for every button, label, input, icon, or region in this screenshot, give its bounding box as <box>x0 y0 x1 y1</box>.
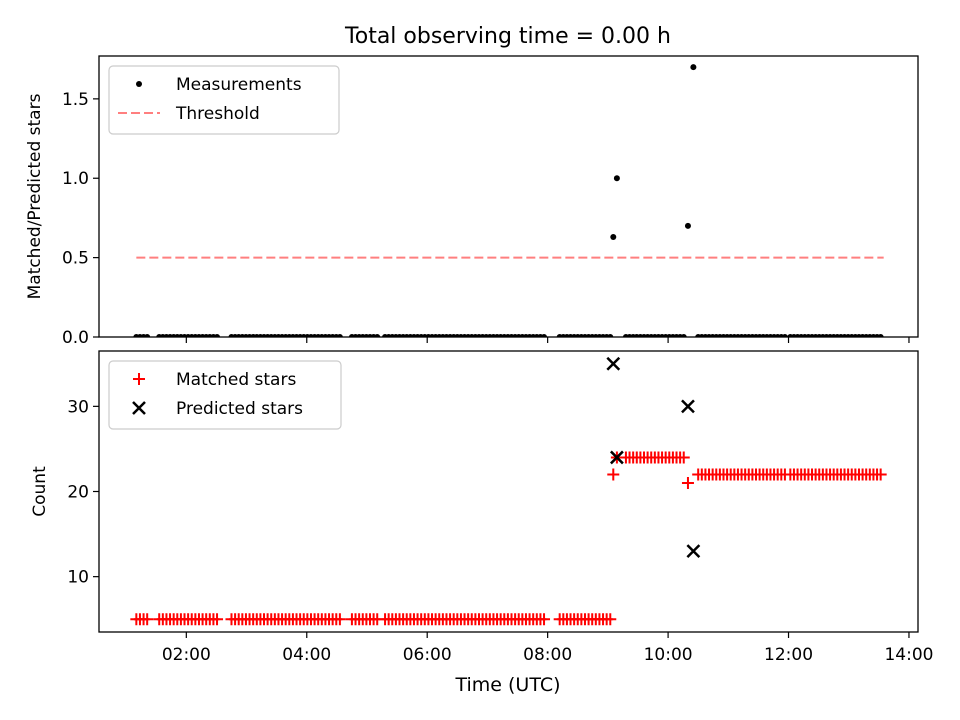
matched-star-point <box>211 613 224 626</box>
axes-frame <box>98 350 919 633</box>
plot-area <box>130 356 887 626</box>
x-tick-label: 12:00 <box>764 645 813 665</box>
legend-box <box>108 65 340 135</box>
legend-label: Matched stars <box>176 370 296 390</box>
x-tick-label: 10:00 <box>644 645 693 665</box>
x-axis-label: Time (UTC) <box>454 674 560 696</box>
y-tick-label: 20 <box>67 483 89 503</box>
matched-star-point <box>538 613 551 626</box>
x-tick-label: 06:00 <box>403 645 452 665</box>
matched-star-point <box>681 476 694 489</box>
measurement-point <box>680 334 687 337</box>
y-tick-label: 1.5 <box>62 90 89 110</box>
measurement-point <box>613 175 620 182</box>
y-tick-label: 30 <box>67 397 89 417</box>
y-tick-label: 10 <box>67 568 89 588</box>
predicted-star-point <box>681 399 695 414</box>
legend-label: Measurements <box>176 75 302 95</box>
x-tick-label: 14:00 <box>884 645 933 665</box>
predicted-star-point <box>606 356 621 371</box>
ratio-panel: 0.0 0.5 1.0 1.5 Matched/Predicted stars Measu… <box>25 55 919 348</box>
predicted-star-point <box>610 450 624 465</box>
matched-star-point <box>677 451 690 464</box>
y-axis-label: Matched/Predicted stars <box>25 93 45 299</box>
legend-label: Predicted stars <box>176 399 303 419</box>
y-tick-label: 0.0 <box>62 328 89 348</box>
matched-star-point <box>874 468 887 481</box>
measurement-point <box>610 233 617 240</box>
measurement-point <box>336 334 343 337</box>
x-tick-label: 02:00 <box>162 645 211 665</box>
measurement-point <box>374 334 381 337</box>
matched-star-point <box>604 613 617 626</box>
measurement-point <box>877 334 884 337</box>
x-tick-label: 08:00 <box>523 645 572 665</box>
matched-star-point <box>607 468 620 481</box>
axes-frame <box>98 55 919 338</box>
legend-marker-measurements <box>136 81 142 87</box>
y-tick-label: 1.0 <box>62 169 89 189</box>
plot-area <box>133 64 884 337</box>
legend-box <box>108 360 342 430</box>
y-axis-label: Count <box>30 466 50 517</box>
count-panel: 10 20 30 02:00 04:00 06:00 08:00 10:00 12:00 14:0… <box>30 350 933 665</box>
legend-marker-matched-stars <box>133 373 145 385</box>
measurement-point <box>781 334 788 337</box>
chart-title: Total observing time = 0.00 h <box>344 24 671 49</box>
measurement-point <box>541 334 548 337</box>
measurement-point <box>144 334 151 337</box>
measurement-point <box>690 64 697 71</box>
legend-marker-predicted-stars <box>132 401 146 415</box>
measurement-point <box>607 334 614 337</box>
matched-star-point <box>141 613 154 626</box>
legend-label: Threshold <box>175 104 260 124</box>
y-tick-label: 0.5 <box>62 249 89 269</box>
measurement-point <box>684 222 691 229</box>
x-tick-label: 04:00 <box>282 645 331 665</box>
predicted-star-point <box>686 544 701 558</box>
measurement-point <box>214 334 221 337</box>
matched-star-point <box>333 613 346 626</box>
